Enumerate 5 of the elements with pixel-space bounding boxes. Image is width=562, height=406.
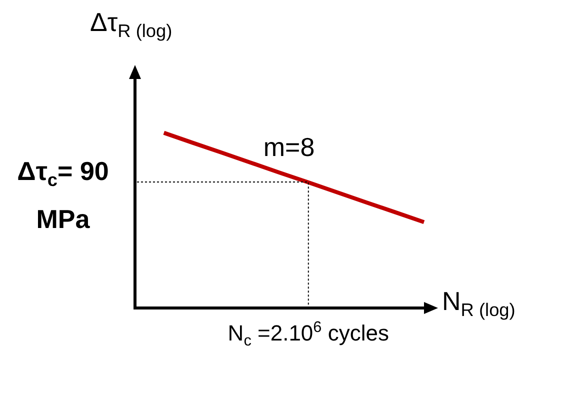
text: Δτ$_{c}$= 90 MPa — [16, 155, 110, 236]
text: N$_{c}$ =2.10$^{6}$ cycles — [226, 318, 390, 352]
y-axis-title: Δτ$_{R (log)}$ — [90, 7, 172, 42]
annotation: m=8 — [263, 132, 315, 164]
x-axis-title: N$_{R (log)}$ — [442, 286, 516, 322]
